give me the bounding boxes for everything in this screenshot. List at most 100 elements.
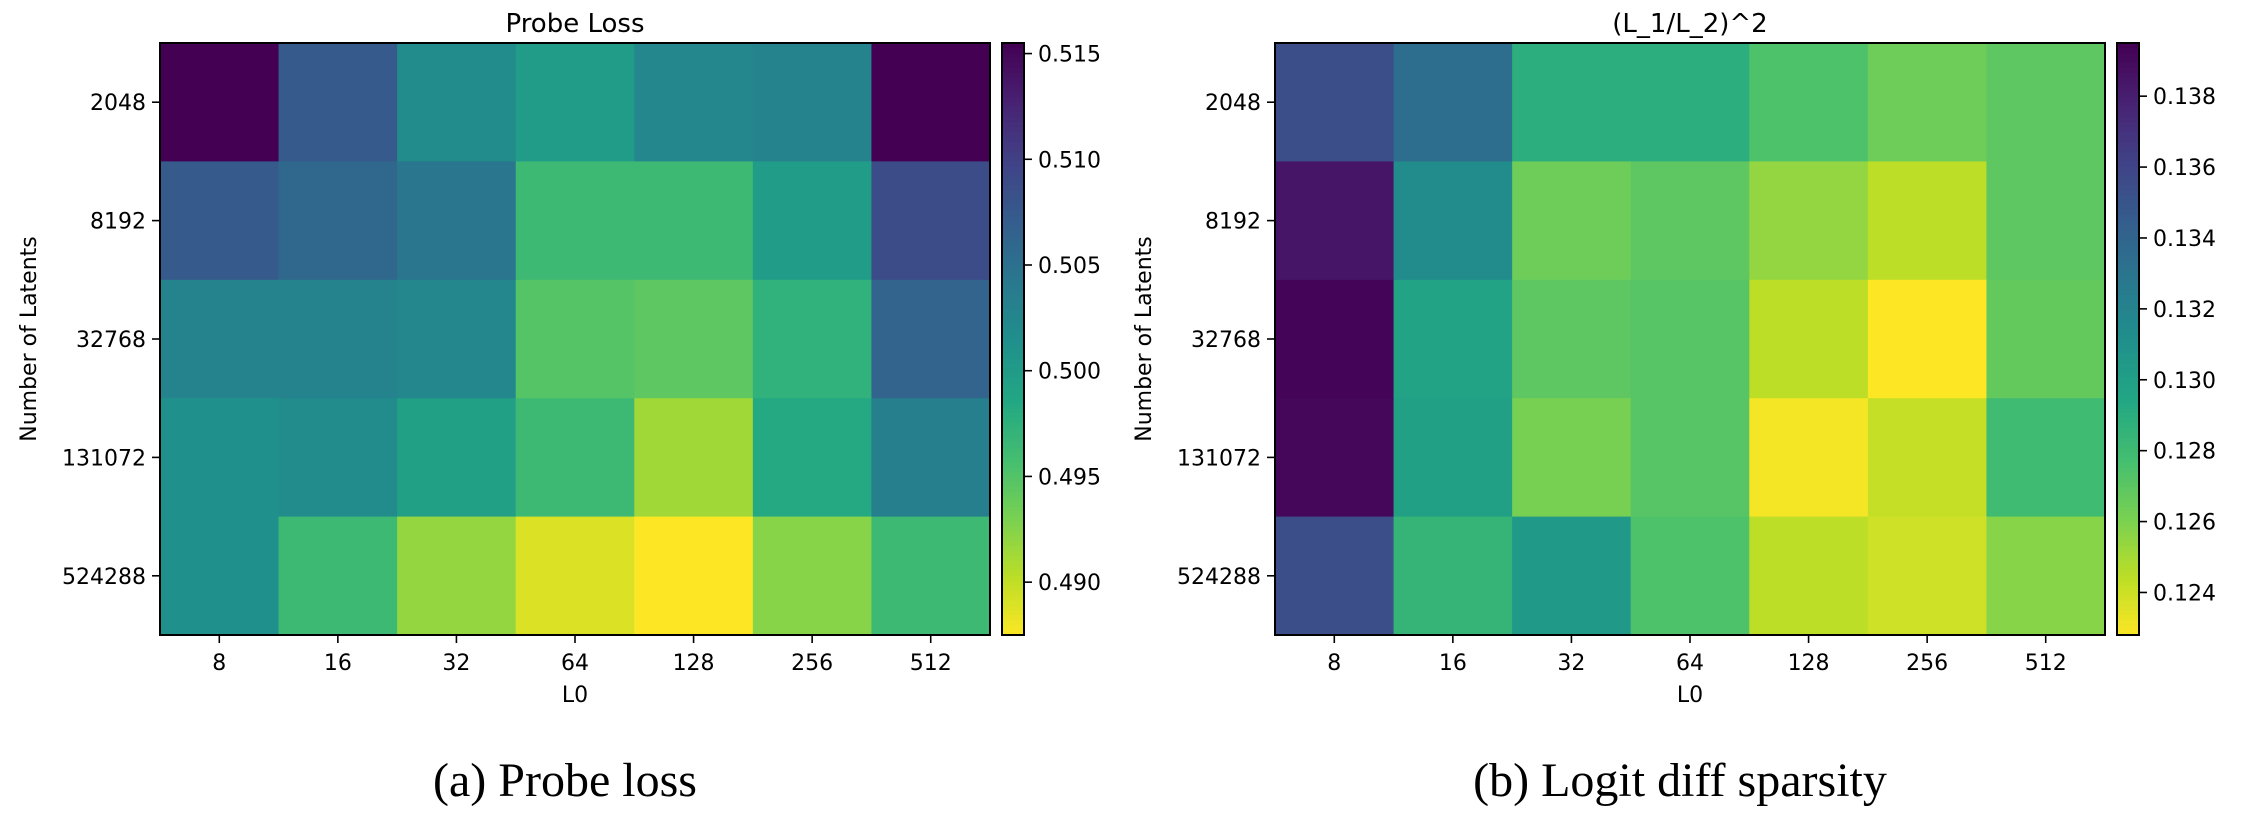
- panel2-cell-32768-32: [1512, 279, 1632, 399]
- panel1-y-axis-label: Number of Latents: [17, 236, 42, 442]
- panel1-cell-8192-128: [634, 161, 754, 281]
- panel1-colorbar-segment: [1002, 67, 1024, 74]
- panel1-colorbar-segment: [1002, 220, 1024, 227]
- panel2-colorbar-segment: [2117, 43, 2139, 49]
- panel1-cell-2048-64: [515, 43, 635, 162]
- panel2-cell-32768-512: [1986, 279, 2106, 399]
- panel1-colorbar-segment: [1002, 314, 1024, 321]
- panel2-colorbar-segment: [2117, 97, 2139, 103]
- panel2-cell-8192-16: [1393, 161, 1513, 281]
- panel1-colorbar-segment: [1002, 457, 1024, 464]
- panel1-colorbar-segment: [1002, 595, 1024, 602]
- panel2-colorbar-segment: [2117, 625, 2139, 631]
- panel1-colorbar-segment: [1002, 225, 1024, 232]
- panel2-colorbar-segment: [2117, 269, 2139, 276]
- panel2-colorbar-segment: [2117, 195, 2139, 202]
- panel2-colorbar-segment: [2117, 186, 2139, 192]
- panel2-colorbar-segment: [2117, 363, 2139, 370]
- panel1-cell-131072-8: [160, 398, 280, 518]
- panel1-colorbar-segment: [1002, 200, 1024, 207]
- panel2-cell-131072-8: [1275, 398, 1395, 518]
- panel2-cell-524288-64: [1630, 516, 1750, 636]
- panel1-colorbar-segment: [1002, 398, 1024, 404]
- panel2-colorbar-segment: [2117, 156, 2139, 163]
- panel2-x-tick-label-256: 256: [1906, 651, 1948, 676]
- panel1-colorbar-segment: [1002, 131, 1024, 138]
- panel1-cell-8192-16: [278, 161, 398, 281]
- panel1-colorbar-segment: [1002, 77, 1024, 84]
- panel2-colorbar-segment: [2117, 531, 2139, 538]
- panel1-colorbar-segment: [1002, 284, 1024, 291]
- panel1-colorbar-segment: [1002, 195, 1024, 202]
- panel1-cell-32768-256: [752, 279, 873, 399]
- panel1-x-axis-label: L0: [562, 683, 588, 708]
- panel1-cell-32768-16: [278, 279, 398, 399]
- panel2-colorbar-segment: [2117, 289, 2139, 296]
- panel1-colorbar-segment: [1002, 141, 1024, 148]
- panel2-colorbar-segment: [2117, 408, 2139, 414]
- panel2-colorbar-segment: [2117, 506, 2139, 513]
- panel1-colorbar-segment: [1002, 353, 1024, 360]
- panel2-x-tick-label-8: 8: [1327, 651, 1341, 676]
- panel1-cell-131072-16: [278, 398, 398, 518]
- panel2-cell-32768-128: [1749, 279, 1869, 399]
- panel2-title: (L_1/L_2)^2: [1612, 9, 1767, 39]
- panel2-colorbar-segment: [2117, 77, 2139, 84]
- panel2-colorbar-segment: [2117, 516, 2139, 523]
- panel1-colorbar-segment: [1002, 72, 1024, 79]
- panel2-colorbar-tick-label: 0.136: [2153, 156, 2216, 181]
- panel2-colorbar-segment: [2117, 575, 2139, 582]
- panel1-x-tick-label-256: 256: [791, 651, 833, 676]
- panel2-colorbar-segment: [2117, 215, 2139, 222]
- panel1-cell-2048-8: [160, 43, 280, 162]
- panel1-colorbar-segment: [1002, 462, 1024, 469]
- panel2-colorbar-segment: [2117, 447, 2139, 454]
- panel2-colorbar-tick-label: 0.134: [2153, 227, 2216, 252]
- panel1-colorbar-segment: [1002, 205, 1024, 212]
- panel2-colorbar-segment: [2117, 427, 2139, 434]
- panel1-colorbar-tick-label: 0.495: [1038, 465, 1101, 490]
- panel1-colorbar-segment: [1002, 62, 1024, 69]
- panel2-cell-131072-256: [1867, 398, 1988, 518]
- panel2-colorbar-segment: [2117, 319, 2139, 325]
- panel1-colorbar-segment: [1002, 383, 1024, 390]
- panel1-colorbar-segment: [1002, 304, 1024, 311]
- panel1-colorbar-segment: [1002, 191, 1024, 197]
- panel1-colorbar-segment: [1002, 417, 1024, 424]
- panel1-colorbar-segment: [1002, 47, 1024, 54]
- panel2-colorbar-segment: [2117, 546, 2139, 552]
- panel2-cell-8192-256: [1867, 161, 1988, 281]
- panel2-colorbar-segment: [2117, 600, 2139, 607]
- panel2-colorbar-segment: [2117, 477, 2139, 483]
- panel1-colorbar-segment: [1002, 541, 1024, 547]
- panel1-colorbar-segment: [1002, 250, 1024, 256]
- panel2-colorbar-segment: [2117, 112, 2139, 118]
- panel2-colorbar-segment: [2117, 67, 2139, 74]
- panel2-colorbar-segment: [2117, 487, 2139, 493]
- panel2-colorbar-segment: [2117, 131, 2139, 138]
- panel1-colorbar-segment: [1002, 442, 1024, 449]
- panel2-colorbar-segment: [2117, 339, 2139, 345]
- panel1-colorbar-segment: [1002, 408, 1024, 414]
- panel2-colorbar-segment: [2117, 166, 2139, 173]
- panel1-colorbar-segment: [1002, 102, 1024, 108]
- panel1-colorbar-segment: [1002, 403, 1024, 409]
- panel1-cell-32768-512: [871, 279, 991, 399]
- panel2-colorbar-segment: [2117, 457, 2139, 464]
- panel2-colorbar-tick-label: 0.130: [2153, 369, 2216, 394]
- panel1-colorbar-segment: [1002, 625, 1024, 631]
- panel2-colorbar-segment: [2117, 87, 2139, 94]
- panel1-colorbar-segment: [1002, 348, 1024, 355]
- panel2-colorbar-segment: [2117, 551, 2139, 557]
- panel1-cell-8192-8: [160, 161, 280, 281]
- panel1-colorbar-segment: [1002, 240, 1024, 247]
- panel1-colorbar-segment: [1002, 615, 1024, 621]
- panel1-colorbar-segment: [1002, 289, 1024, 296]
- panel1-y-tick-label-8192: 8192: [90, 210, 146, 235]
- panel1-colorbar-segment: [1002, 52, 1024, 59]
- panel2-colorbar-segment: [2117, 161, 2139, 168]
- panel1-colorbar-segment: [1002, 92, 1024, 99]
- panel1-x-tick-label-128: 128: [673, 651, 715, 676]
- panel2-cell-524288-512: [1986, 516, 2106, 636]
- panel1-cell-131072-256: [752, 398, 873, 518]
